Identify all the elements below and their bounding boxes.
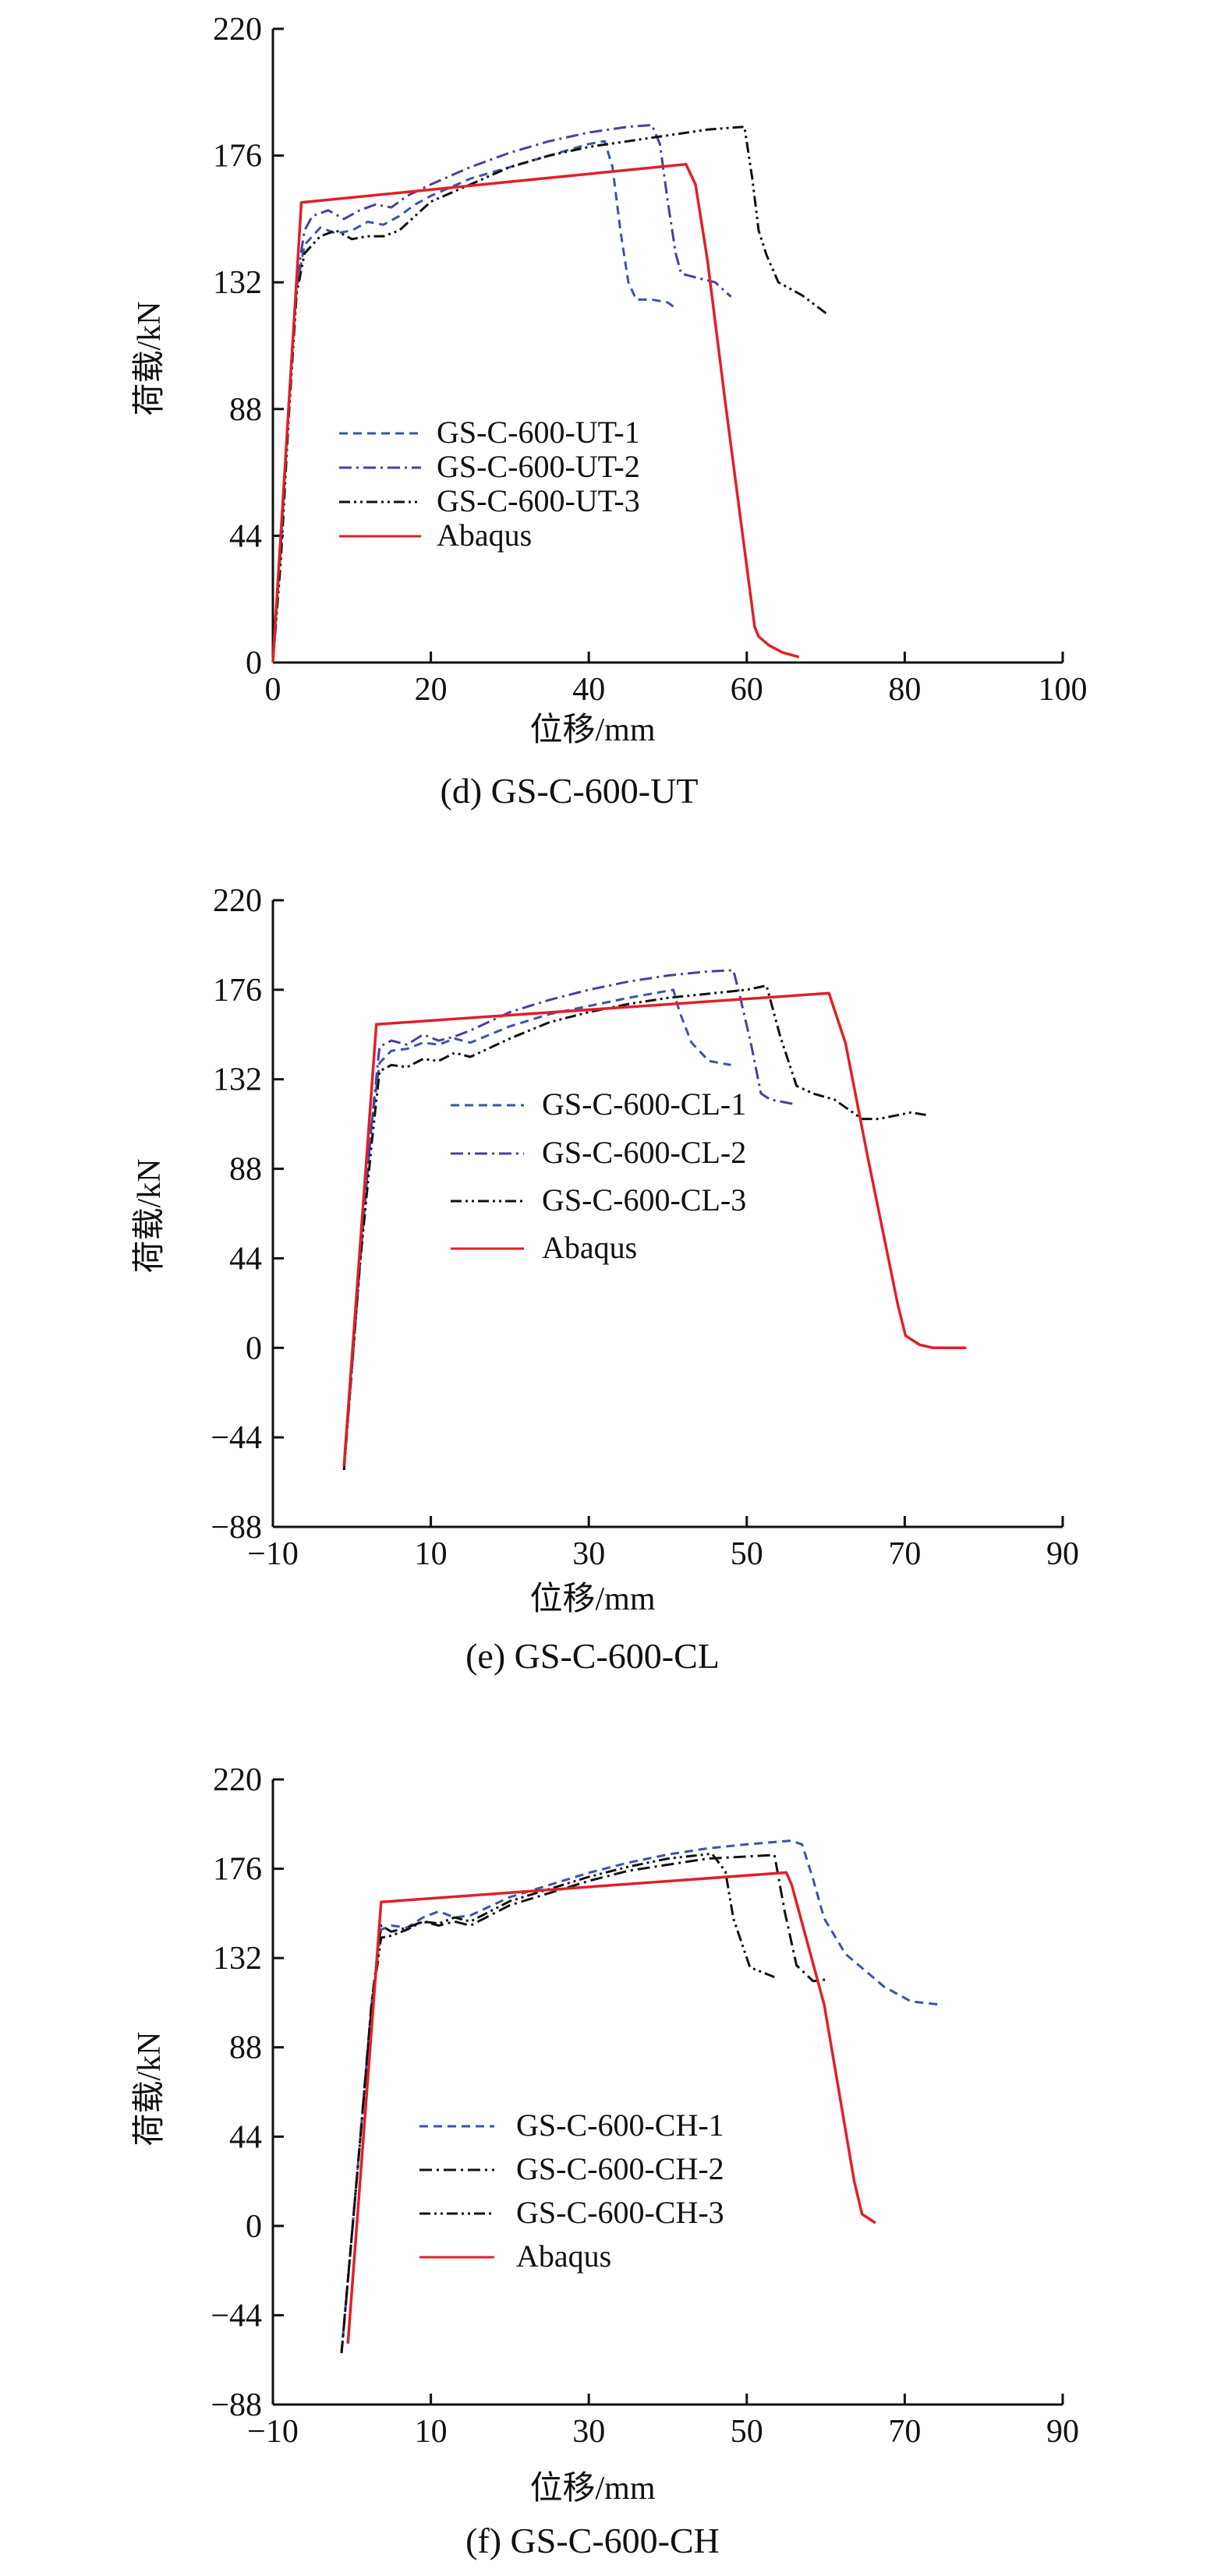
x-axis-label: 位移/mm bbox=[529, 712, 655, 748]
x-tick-label: 80 bbox=[888, 672, 921, 708]
y-tick-label: 0 bbox=[246, 645, 262, 681]
y-tick-label: 0 bbox=[246, 1330, 262, 1366]
legend-label: GS-C-600-UT-1 bbox=[437, 415, 640, 450]
y-tick-label: −44 bbox=[211, 1420, 262, 1456]
y-tick-label: 0 bbox=[246, 2209, 262, 2245]
y-tick-label: 132 bbox=[213, 1062, 262, 1098]
x-tick-label: 10 bbox=[415, 1536, 448, 1572]
y-tick-label: 44 bbox=[229, 2119, 262, 2155]
x-tick-label: 90 bbox=[1046, 1536, 1079, 1572]
series-line-gs-c-600-ch-3 bbox=[340, 1852, 775, 2352]
legend-label: Abaqus bbox=[516, 2239, 611, 2274]
y-tick-label: −44 bbox=[211, 2298, 262, 2334]
series-line-abaqus bbox=[342, 991, 967, 1466]
y-tick-label: 88 bbox=[229, 392, 262, 428]
chart-2: −88 −44 0 44 88 132 176 220 −10 10 30 50 70 90 位移/mm 荷载… bbox=[132, 1762, 1079, 2560]
y-tick-label: 220 bbox=[213, 1762, 262, 1798]
series-line-gs-c-600-cl-1 bbox=[342, 988, 731, 1471]
legend-label: GS-C-600-CL-1 bbox=[542, 1087, 746, 1122]
series-line-abaqus bbox=[346, 1871, 876, 2345]
legend-label: GS-C-600-CH-3 bbox=[516, 2195, 724, 2230]
x-tick-label: 20 bbox=[415, 672, 448, 708]
legend-label: Abaqus bbox=[542, 1230, 637, 1265]
y-tick-label: 220 bbox=[213, 883, 262, 919]
x-tick-label: 40 bbox=[572, 672, 605, 708]
legend-label: GS-C-600-CH-1 bbox=[516, 2108, 724, 2143]
x-tick-label: 50 bbox=[731, 2414, 763, 2450]
y-axis-label: 荷载/kN bbox=[132, 301, 168, 415]
x-tick-label: −10 bbox=[247, 1536, 299, 1572]
y-tick-label: 176 bbox=[213, 139, 262, 175]
x-axis-label: 位移/mm bbox=[529, 1581, 655, 1617]
legend-label: GS-C-600-UT-2 bbox=[437, 449, 640, 484]
y-tick-label: 132 bbox=[213, 1941, 262, 1977]
legend-label: GS-C-600-UT-3 bbox=[437, 483, 640, 518]
x-tick-label: 10 bbox=[415, 2414, 448, 2450]
series-line-gs-c-600-ch-1 bbox=[340, 1839, 942, 2352]
x-tick-label: 30 bbox=[572, 1536, 605, 1572]
y-tick-label: 176 bbox=[213, 1852, 262, 1888]
y-axis-label: 荷载/kN bbox=[132, 2031, 168, 2146]
series-line-gs-c-600-ut-2 bbox=[271, 123, 732, 663]
chart-title: (e) GS-C-600-CL bbox=[465, 1636, 720, 1676]
y-tick-label: 44 bbox=[229, 1241, 262, 1277]
y-tick-label: 88 bbox=[229, 1152, 262, 1188]
series-line-gs-c-600-ch-2 bbox=[340, 1853, 830, 2354]
legend-label: GS-C-600-CL-2 bbox=[542, 1135, 746, 1170]
y-tick-label: 44 bbox=[229, 518, 262, 554]
y-axis-label: 荷载/kN bbox=[132, 1158, 168, 1273]
y-tick-label: −88 bbox=[211, 2387, 262, 2423]
chart-title: (d) GS-C-600-UT bbox=[441, 771, 699, 811]
series-line-gs-c-600-ut-3 bbox=[271, 125, 830, 663]
x-tick-label: 70 bbox=[888, 2414, 921, 2450]
y-tick-label: 88 bbox=[229, 2030, 262, 2066]
chart-1: −88 −44 0 44 88 132 176 220 −10 10 30 50 70 90 位移/mm 荷载… bbox=[132, 883, 1079, 1676]
y-tick-label: 132 bbox=[213, 265, 262, 301]
x-tick-label: 0 bbox=[265, 672, 281, 708]
y-tick-label: 176 bbox=[213, 973, 262, 1009]
chart-0: 0 44 88 132 176 220 0 20 40 60 80 100 位移/mm 荷载/kN (d) … bbox=[132, 12, 1088, 811]
y-tick-label: 220 bbox=[213, 12, 262, 48]
x-tick-label: −10 bbox=[247, 2414, 299, 2450]
x-tick-label: 50 bbox=[731, 1536, 763, 1572]
x-tick-label: 70 bbox=[888, 1536, 921, 1572]
x-tick-label: 100 bbox=[1039, 672, 1088, 708]
y-tick-label: −88 bbox=[211, 1510, 262, 1546]
x-axis-label: 位移/mm bbox=[529, 2470, 655, 2507]
series-line-gs-c-600-ut-1 bbox=[271, 140, 677, 663]
x-tick-label: 90 bbox=[1046, 2414, 1079, 2450]
x-tick-label: 30 bbox=[572, 2414, 605, 2450]
series-line-gs-c-600-cl-2 bbox=[342, 969, 797, 1471]
legend-label: Abaqus bbox=[437, 518, 532, 553]
legend-label: GS-C-600-CL-3 bbox=[542, 1182, 746, 1217]
legend-label: GS-C-600-CH-2 bbox=[516, 2151, 724, 2186]
series-line-abaqus bbox=[271, 162, 800, 663]
x-tick-label: 60 bbox=[731, 672, 763, 708]
chart-title: (f) GS-C-600-CH bbox=[465, 2521, 720, 2560]
series-line-gs-c-600-cl-3 bbox=[342, 984, 928, 1471]
